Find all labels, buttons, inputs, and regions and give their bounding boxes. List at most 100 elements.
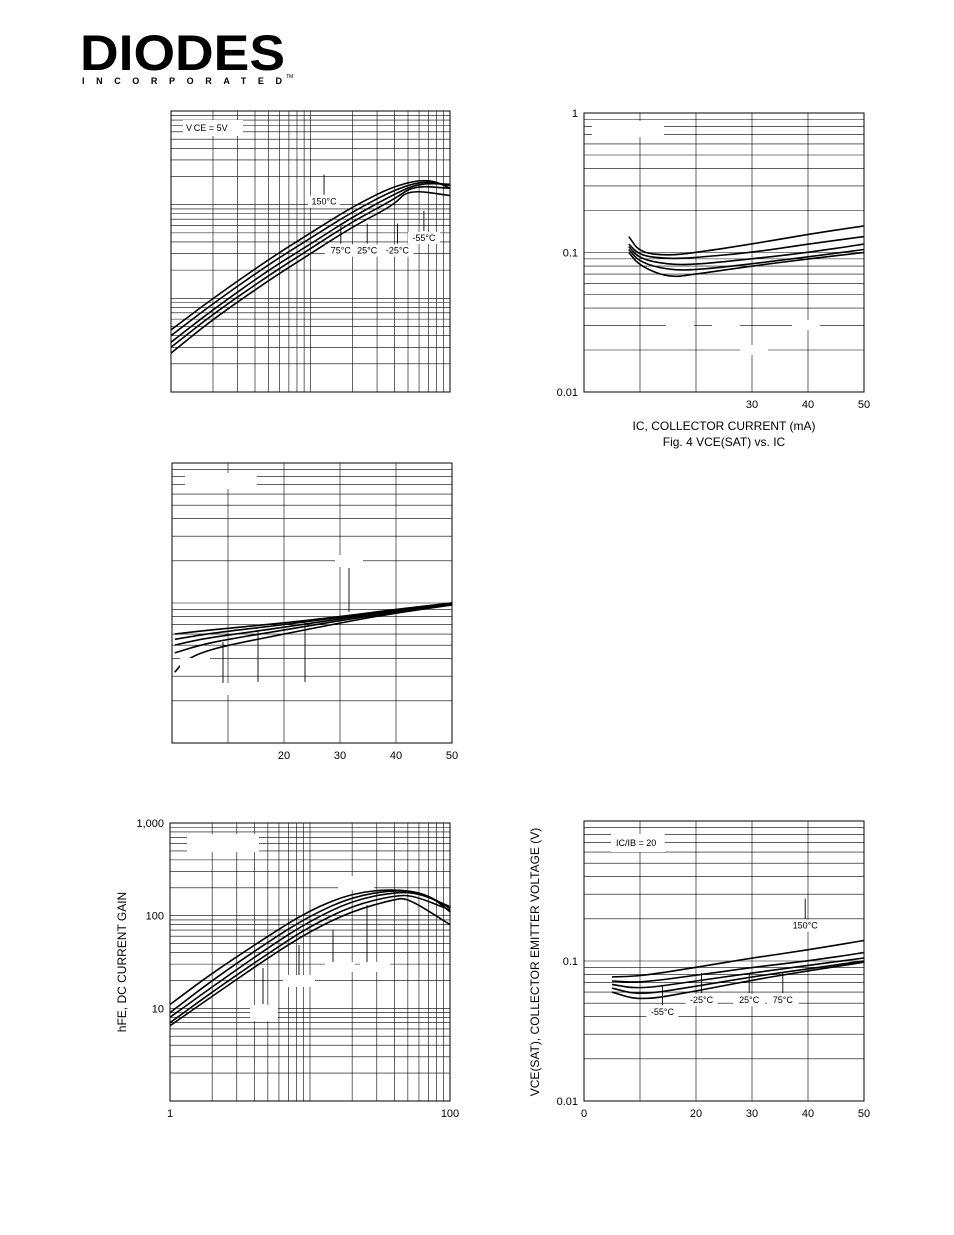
- temp-annotation: -55°C: [412, 233, 436, 243]
- series: [611, 939, 865, 1000]
- arrows: [262, 905, 368, 1004]
- y-tick-label: 10: [152, 1003, 164, 1015]
- x-tick-label: 20: [278, 750, 290, 762]
- grid: [172, 463, 452, 743]
- x-tick-label: 40: [802, 1108, 814, 1120]
- annotation-bg: [351, 244, 384, 257]
- annotation-bg: [407, 231, 440, 244]
- series-line-2: [170, 181, 451, 337]
- annotation-bg: [789, 919, 822, 932]
- annotations: 150°C -55°C -25°C 25°C 75°C: [646, 898, 822, 1019]
- x-tick-label: 40: [390, 750, 402, 762]
- series-line-2: [611, 951, 865, 983]
- annotations: 150°C 75°C 25°C -25°C-55°C: [308, 174, 440, 257]
- series-line-5: [169, 897, 451, 1027]
- series-line-1: [628, 225, 865, 256]
- diodes-logo: DIODES INCORPORATED TM: [80, 28, 293, 86]
- x-ticks: 0 20 30 40 50: [581, 1108, 870, 1120]
- temp-annotation: -25°C: [386, 246, 410, 256]
- condition-box: [611, 834, 665, 852]
- annotation-bg: [381, 244, 414, 257]
- series-line-3: [170, 182, 451, 343]
- series: [169, 889, 451, 1027]
- condition-box: [592, 121, 664, 137]
- annotation-bg: [324, 244, 357, 257]
- series-line-4: [169, 894, 451, 1024]
- grid: [170, 823, 450, 1101]
- x-ticks: 1 100: [167, 1108, 459, 1120]
- condition-box: [183, 120, 243, 136]
- series-line-4: [170, 185, 451, 348]
- y-ticks: 1,000 100 10: [136, 818, 164, 1015]
- x-axis-title: IC, COLLECTOR CURRENT (mA): [633, 419, 816, 433]
- temp-annotation: 150°C: [793, 921, 819, 931]
- series-line-3: [611, 957, 865, 989]
- y-tick-label: 0.1: [563, 248, 578, 260]
- temp-annotation: 75°C: [773, 995, 794, 1005]
- blank-boxes: [250, 876, 390, 1021]
- series-line-5: [611, 961, 865, 1000]
- x-tick-label: 20: [690, 1108, 702, 1120]
- plot-frame: [583, 820, 865, 1102]
- x-tick-label: 30: [746, 1108, 758, 1120]
- series-line-5: [628, 251, 865, 278]
- series-line-1: [170, 179, 451, 331]
- y-axis-title: hFE, DC CURRENT GAIN: [115, 892, 129, 1032]
- x-tick-label: 40: [802, 399, 814, 411]
- annotation-bg: [766, 994, 799, 1007]
- figure-caption: Fig. 4 VCE(SAT) vs. IC: [663, 435, 786, 449]
- condition-box: [185, 473, 257, 489]
- y-axis-title: VCE(SAT), COLLECTOR EMITTER VOLTAGE (V): [528, 828, 542, 1096]
- arrows: [222, 568, 350, 683]
- series-line-1: [611, 939, 865, 978]
- annotation-bg: [308, 195, 341, 208]
- y-ticks: 1 0.1 0.01: [557, 108, 578, 399]
- series: [170, 179, 451, 354]
- blank-boxes: [666, 320, 820, 355]
- grid: [584, 821, 864, 1101]
- x-ticks: 20 30 40 50: [278, 750, 458, 762]
- y-ticks: 0.1 0.01: [557, 956, 578, 1108]
- x-tick-label: 50: [858, 1108, 870, 1120]
- temp-annotation: 25°C: [739, 995, 760, 1005]
- series-line-3: [628, 243, 865, 266]
- series-line-5: [170, 190, 451, 354]
- x-tick-label: 50: [446, 750, 458, 762]
- series-line-2: [628, 235, 865, 260]
- y-tick-label: 0.01: [557, 1096, 578, 1108]
- annotation-bg: [733, 994, 766, 1007]
- x-tick-label: 50: [858, 399, 870, 411]
- series-line-4: [628, 248, 865, 271]
- plot-frame: [171, 462, 453, 744]
- y-tick-label: 100: [146, 911, 164, 923]
- y-tick-label: 0.01: [557, 387, 578, 399]
- plot-frame: [583, 112, 865, 393]
- logo-word: DIODES: [80, 28, 285, 81]
- x-tick-label: 1: [167, 1108, 173, 1120]
- condition-label: V CE = 5V: [186, 123, 228, 133]
- y-tick-label: 1: [572, 108, 578, 120]
- temp-annotation: 75°C: [331, 246, 352, 256]
- x-tick-label: 0: [581, 1108, 587, 1120]
- blank-boxes: [180, 555, 363, 695]
- y-tick-label: 0.1: [563, 956, 578, 968]
- annotation-bg: [685, 994, 718, 1007]
- x-tick-label: 30: [334, 750, 346, 762]
- y-tick-label: 1,000: [136, 818, 164, 830]
- series: [628, 225, 865, 278]
- series-line-2: [169, 890, 451, 1014]
- plot-frame: [169, 822, 451, 1102]
- condition-label: IC/IB = 20: [616, 838, 656, 848]
- logo-tm: TM: [286, 74, 293, 80]
- plot-frame: [170, 110, 451, 393]
- temp-annotation: -25°C: [690, 995, 714, 1005]
- series-line-4: [611, 960, 865, 994]
- temp-annotation: -55°C: [651, 1007, 675, 1017]
- temp-annotation: 150°C: [311, 197, 337, 207]
- grid: [171, 111, 450, 392]
